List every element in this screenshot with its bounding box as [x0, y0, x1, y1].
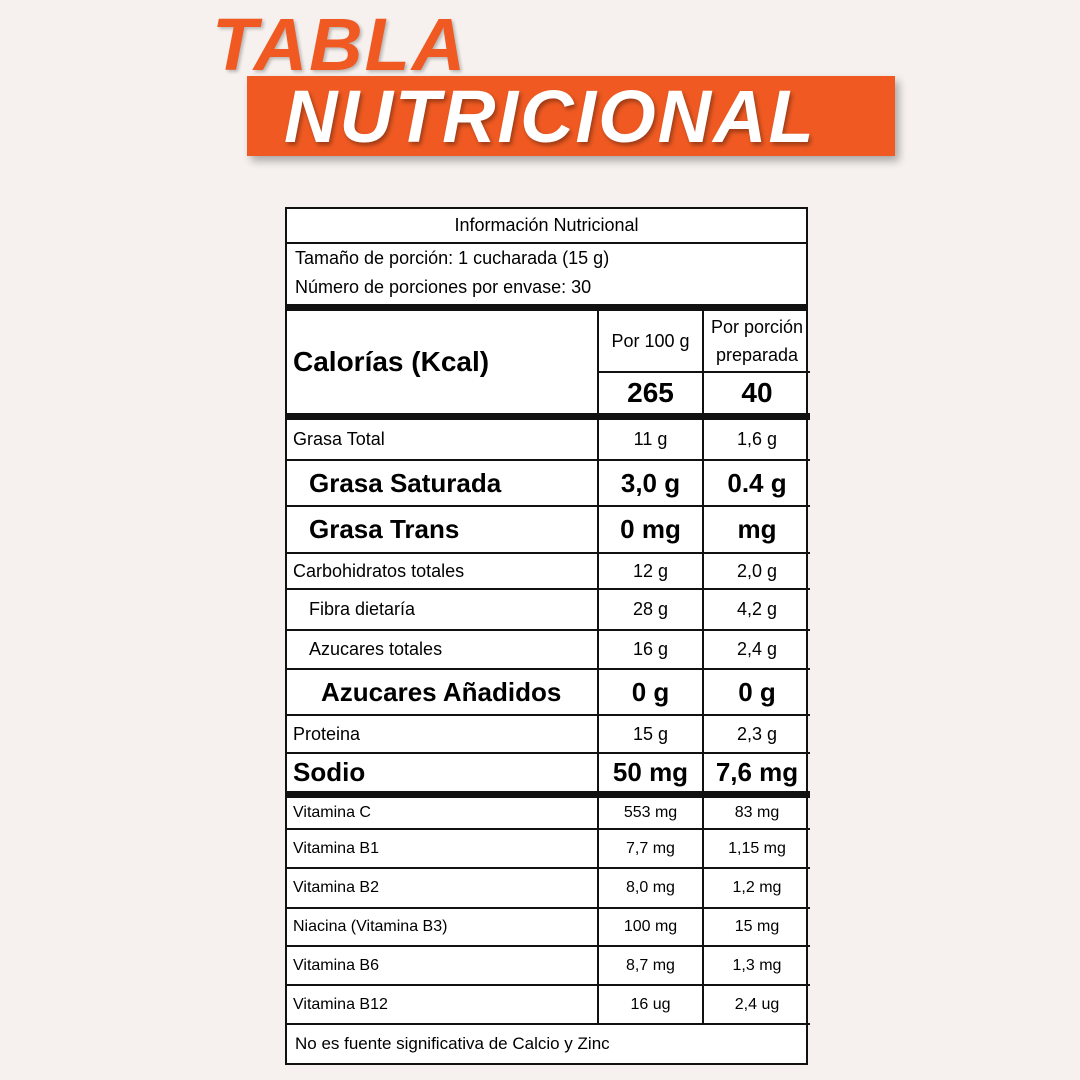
footnote: No es fuente significativa de Calcio y Z…: [295, 1034, 610, 1053]
nutrient-value: 4,2 g: [702, 588, 810, 631]
calories-value: 40: [702, 371, 810, 420]
nutrient-value: 1,6 g: [702, 415, 810, 461]
nutrient-name: Sodio: [287, 752, 599, 798]
nutrient-name: Grasa Trans: [287, 505, 599, 554]
nutrient-value: 1,3 mg: [702, 945, 810, 986]
nutrient-value: 2,4 g: [702, 629, 810, 670]
nutrient-name: Proteina: [287, 714, 599, 754]
nutrient-name: Azucares totales: [287, 629, 599, 670]
title-band: [247, 76, 895, 156]
nutrient-name: Vitamina B6: [287, 945, 599, 986]
nutrient-value: 8,0 mg: [597, 867, 704, 909]
table-body: Calorías (Kcal) Por 100 g Por porción pr…: [287, 311, 810, 1025]
nutrient-row: Proteina 15 g 2,3 g: [287, 714, 810, 754]
nutrient-value: 553 mg: [597, 793, 704, 830]
nutrient-row: Carbohidratos totales 12 g 2,0 g: [287, 552, 810, 590]
nutrient-value: mg: [702, 505, 810, 554]
nutrient-row: Vitamina B6 8,7 mg 1,3 mg: [287, 945, 810, 986]
nutrient-value: 28 g: [597, 588, 704, 631]
nutrient-value: 15 g: [597, 714, 704, 754]
nutrient-name: Grasa Saturada: [287, 459, 599, 507]
nutrient-row: Vitamina B1 7,7 mg 1,15 mg: [287, 828, 810, 869]
nutrient-name: Fibra dietaría: [287, 588, 599, 631]
nutrient-value: 11 g: [597, 415, 704, 461]
nutrient-row: Grasa Saturada 3,0 g 0.4 g: [287, 459, 810, 507]
nutrient-value: 100 mg: [597, 907, 704, 947]
serving-size: Tamaño de porción: 1 cucharada (15 g): [295, 248, 610, 268]
nutrient-name: Vitamina C: [287, 793, 599, 830]
servings-per-container: Número de porciones por envase: 30: [295, 277, 592, 297]
nutrient-value: 7,6 mg: [702, 752, 810, 798]
calories-value: 265: [598, 371, 704, 420]
title-top: TABLA: [212, 3, 468, 86]
nutrient-name: Grasa Total: [287, 415, 599, 461]
nutrient-name: Niacina (Vitamina B3): [287, 907, 599, 947]
nutrient-table: Calorías (Kcal) Por 100 g Por porción pr…: [287, 311, 810, 1025]
nutrient-value: 8,7 mg: [597, 945, 704, 986]
nutrient-value: 0.4 g: [702, 459, 810, 507]
nutrient-row: Azucares totales 16 g 2,4 g: [287, 629, 810, 670]
nutrient-value: 1,15 mg: [702, 828, 810, 869]
nutrient-row: Sodio 50 mg 7,6 mg: [287, 752, 810, 798]
nutrient-row: Niacina (Vitamina B3) 100 mg 15 mg: [287, 907, 810, 947]
column-header: Por porción preparada: [702, 311, 810, 373]
title-bottom: NUTRICIONAL: [284, 75, 816, 158]
nutrient-value: 2,4 ug: [702, 984, 810, 1025]
nutrient-value: 0 g: [702, 668, 810, 716]
nutrition-panel: Información Nutricional Tamaño de porció…: [285, 207, 810, 1065]
nutrient-row: Vitamina B12 16 ug 2,4 ug: [287, 984, 810, 1025]
nutrient-value: 2,0 g: [702, 552, 810, 590]
nutrient-value: 2,3 g: [702, 714, 810, 754]
nutrient-row: Vitamina C 553 mg 83 mg: [287, 793, 810, 830]
nutrient-row: Grasa Trans 0 mg mg: [287, 505, 810, 554]
nutrient-name: Azucares Añadidos: [287, 668, 599, 716]
nutrient-value: 50 mg: [597, 752, 704, 798]
nutrient-value: 0 g: [597, 668, 704, 716]
nutrient-value: 83 mg: [702, 793, 810, 830]
calories-header-row: Calorías (Kcal) Por 100 g Por porción pr…: [287, 311, 810, 420]
nutrient-value: 15 mg: [702, 907, 810, 947]
nutrient-name: Vitamina B2: [287, 867, 599, 909]
nutrient-value: 7,7 mg: [597, 828, 704, 869]
serving-info: Tamaño de porción: 1 cucharada (15 g) Nú…: [287, 244, 806, 311]
nutrient-value: 16 g: [597, 629, 704, 670]
calories-label: Calorías (Kcal): [287, 311, 599, 420]
nutrient-value: 3,0 g: [597, 459, 704, 507]
nutrient-value: 16 ug: [597, 984, 704, 1025]
nutrient-value: 0 mg: [597, 505, 704, 554]
nutrient-name: Vitamina B1: [287, 828, 599, 869]
nutrient-row: Grasa Total 11 g 1,6 g: [287, 415, 810, 461]
nutrient-name: Carbohidratos totales: [287, 552, 599, 590]
nutrient-value: 12 g: [597, 552, 704, 590]
calories-row: 265 40: [287, 371, 810, 420]
nutrient-value: 1,2 mg: [702, 867, 810, 909]
panel-heading: Información Nutricional: [287, 209, 806, 244]
nutrient-row: Vitamina B2 8,0 mg 1,2 mg: [287, 867, 810, 909]
column-header: Por 100 g: [597, 311, 704, 373]
nutrient-row: Fibra dietaría 28 g 4,2 g: [287, 588, 810, 631]
nutrient-name: Vitamina B12: [287, 984, 599, 1025]
